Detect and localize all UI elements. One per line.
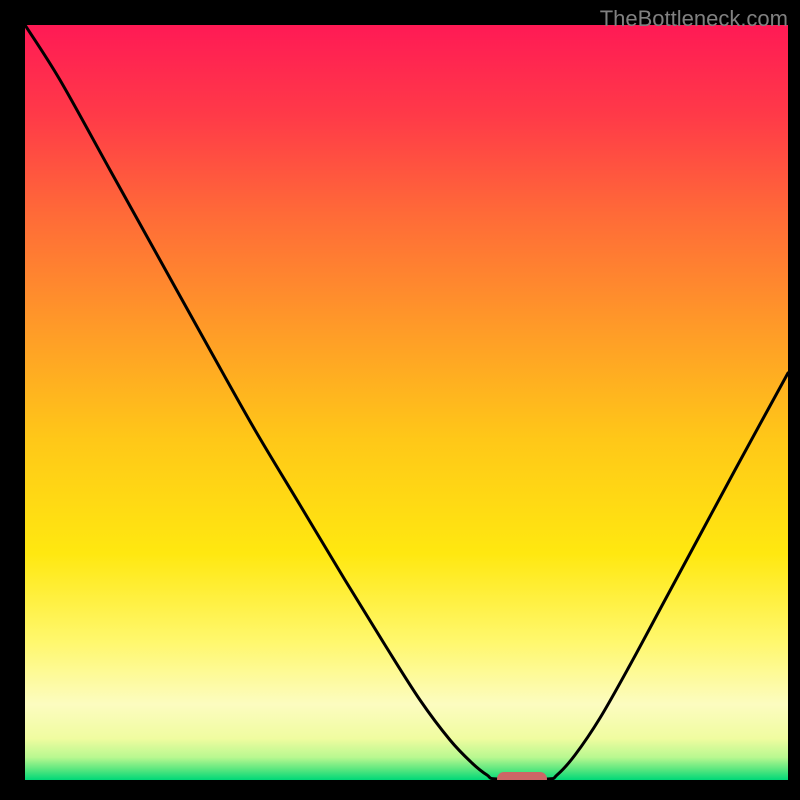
watermark-text: TheBottleneck.com — [600, 6, 788, 32]
chart-container: TheBottleneck.com — [0, 0, 800, 800]
plot-area — [25, 25, 788, 780]
gradient-background — [25, 25, 788, 780]
optimal-marker — [497, 772, 547, 780]
chart-svg — [25, 25, 788, 780]
